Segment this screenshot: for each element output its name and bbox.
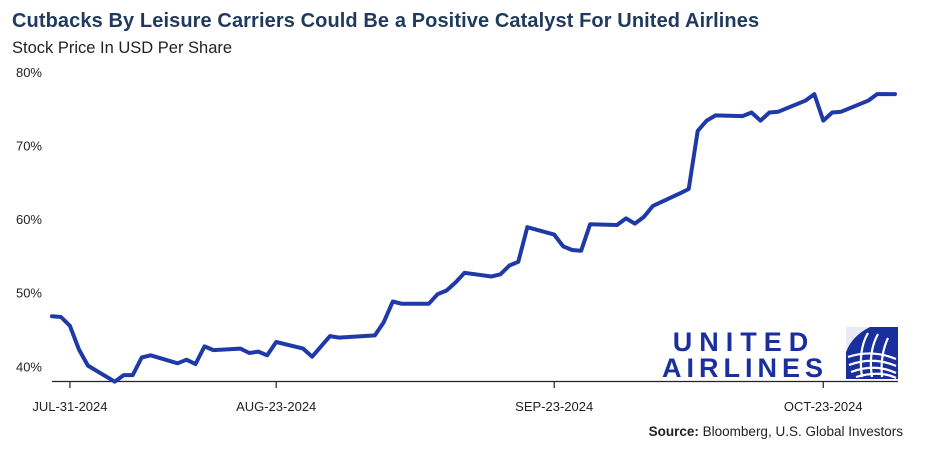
series-group [50,92,897,384]
chart-title: Cutbacks By Leisure Carriers Could Be a … [12,10,760,32]
source-label: Source: [648,424,699,439]
x-tick-label: JUL-31-2024 [32,399,107,414]
chart-subtitle: Stock Price In USD Per Share [12,39,233,57]
x-tick-label: AUG-23-2024 [236,399,316,414]
logo-line-united: UNITED [673,327,816,357]
x-tick-label: OCT-23-2024 [784,399,863,414]
united-airlines-logo: UNITED AIRLINES [662,327,898,383]
series-line [50,92,897,384]
logo-line-airlines: AIRLINES [662,353,828,383]
y-tick-label: 80% [16,65,42,80]
source-text: Bloomberg, U.S. Global Investors [698,424,903,439]
source-note: Source: Bloomberg, U.S. Global Investors [649,424,903,439]
y-tick-label: 50% [16,286,42,301]
y-axis-ticks: 40% 50% 60% 70% 80% [16,65,42,374]
y-tick-label: 70% [16,139,42,154]
x-tick-label: SEP-23-2024 [515,399,593,414]
y-tick-label: 40% [16,359,42,374]
y-tick-label: 60% [16,212,42,227]
globe-icon [846,327,898,379]
x-axis: JUL-31-2024 AUG-23-2024 SEP-23-2024 OCT-23-… [32,380,898,414]
